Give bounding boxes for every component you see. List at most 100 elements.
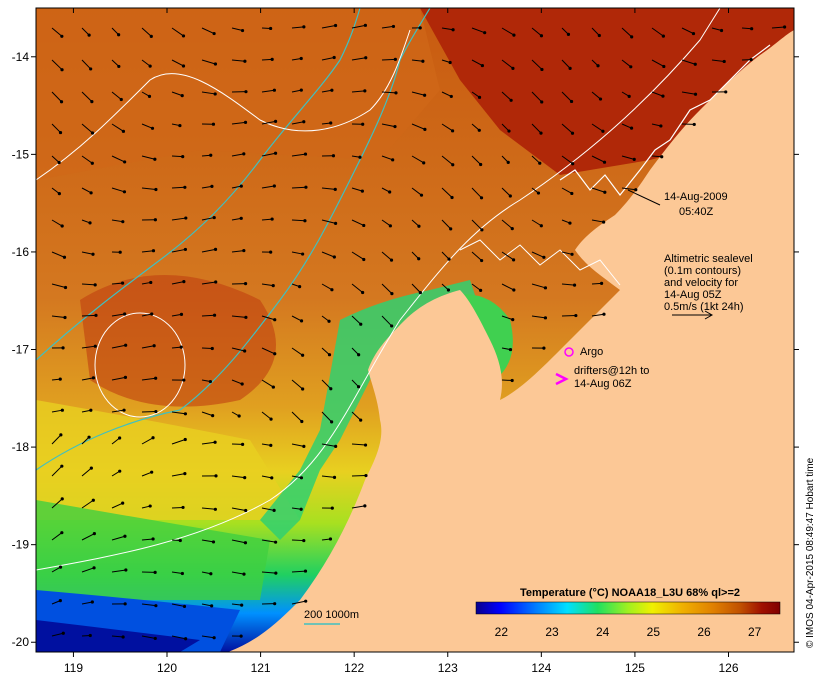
velocity-arrow-head [243,475,247,480]
lat-tick-label: -17 [12,343,30,357]
velocity-arrow-head [58,377,62,381]
velocity-arrow-head [274,571,278,575]
velocity-arrow [411,59,423,62]
velocity-arrow-head [87,435,91,439]
velocity-arrow-head [270,57,274,61]
velocity-arrow [111,155,125,163]
lat-tick-label: -18 [12,440,30,454]
velocity-arrow-head [572,283,577,287]
velocity-arrow-head [477,128,481,132]
velocity-arrow-head [299,507,303,511]
velocity-arrow-head [333,23,338,28]
velocity-arrow-head [183,472,187,476]
lat-tick-label: -16 [12,245,30,259]
velocity-arrow [651,27,664,37]
velocity-arrow-head [178,123,182,128]
velocity-arrow [81,59,92,70]
velocity-arrow [411,91,425,96]
velocity-arrow-head [121,129,126,133]
velocity-arrow-head [511,66,515,70]
velocity-arrow-head [89,67,93,71]
velocity-arrow [111,409,125,413]
colorbar-ticks: 22 23 24 25 26 27 [495,625,762,639]
velocity-arrow [381,219,391,227]
velocity-arrow-head [448,60,452,65]
velocity-arrow [561,123,573,134]
velocity-arrow-head [213,440,217,444]
velocity-arrow [351,315,362,325]
sealevel-contour-1 [36,8,721,571]
bathy-contour-200m [36,8,431,471]
velocity-arrow-head [209,153,213,157]
velocity-arrow-head [90,600,94,604]
velocity-arrow-head [540,100,544,104]
land-mass [228,8,794,652]
velocity-arrow [201,411,213,417]
velocity-arrow-head [213,92,217,96]
velocity-arrow [561,187,573,194]
velocity-arrow-head [301,252,305,256]
argo-marker [564,347,574,357]
velocity-arrow [501,187,511,197]
velocity-arrow-head [243,541,248,545]
velocity-arrow-head [570,131,575,135]
velocity-arrow [111,91,122,100]
velocity-arrow-head [479,196,484,200]
velocity-arrow-head [124,343,128,347]
velocity-arrow-head [299,319,304,323]
velocity-arrow [471,283,481,291]
velocity-arrow-head [118,250,122,254]
velocity-arrow-head [330,88,334,92]
velocity-arrow [141,538,154,541]
velocity-arrow-head [602,312,606,316]
lon-tick-label: 120 [157,661,177,675]
velocity-arrow-head [330,288,334,292]
velocity-arrow-head [329,121,333,125]
velocity-arrow-head [123,312,127,316]
velocity-arrow [351,90,365,93]
velocity-arrow [531,283,546,289]
velocity-arrow-head [211,122,216,126]
velocity-arrow [321,89,332,93]
velocity-arrow [621,27,633,38]
cold-band [36,620,200,652]
velocity-arrow-head [538,161,542,165]
velocity-arrow [81,601,93,605]
velocity-arrow [261,89,275,93]
velocity-arrow-head [506,160,510,164]
velocity-arrow-head [364,56,368,60]
velocity-arrow [201,507,216,510]
velocity-arrow [171,571,183,575]
velocity-arrow-head [182,378,186,382]
velocity-arrow [261,507,275,511]
velocity-arrow [111,282,123,285]
velocity-arrow-head [363,443,368,447]
velocity-arrow-head [59,433,63,437]
velocity-arrow [291,411,303,422]
velocity-arrow-head [240,382,244,386]
velocity-arrow-head [511,318,515,322]
velocity-arrow [471,27,485,34]
velocity-arrow [381,251,392,261]
velocity-arrow [741,27,752,30]
velocity-arrow [81,27,90,36]
velocity-arrow [471,219,483,231]
velocity-arrow [591,187,605,193]
velocity-arrow-head [750,27,754,31]
velocity-arrow-head [510,378,514,383]
velocity-arrow-head [208,379,212,384]
velocity-arrow-head [361,122,365,126]
velocity-arrow [201,59,216,65]
velocity-arrow-head [240,442,245,446]
velocity-arrow [141,59,151,67]
velocity-arrow [531,91,543,103]
velocity-arrow-head [212,313,217,317]
velocity-arrow-head [630,35,634,39]
velocity-arrow-head [364,473,368,478]
colorbar-tick-label: 25 [647,625,661,639]
velocity-arrow [51,566,61,573]
velocity-arrow-head [92,532,96,536]
velocity-arrow-head [212,636,216,640]
velocity-arrows [51,23,787,641]
